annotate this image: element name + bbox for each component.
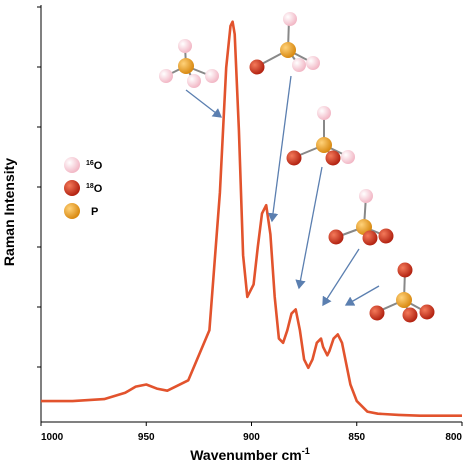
legend-label-o16: 16O [86, 160, 103, 172]
series-line [41, 20, 462, 417]
legend-label-p: P [91, 206, 98, 218]
x-tick-label: 800 [445, 432, 462, 443]
x-tick-label: 850 [348, 432, 365, 443]
y-ticks [37, 6, 41, 368]
molecule-3 [286, 106, 355, 166]
legend-label-o18: 18O [86, 183, 103, 195]
arrow-5 [344, 285, 380, 306]
legend-item-o18: 18O [64, 180, 103, 196]
legend-swatch-o18 [64, 180, 80, 196]
arrow-3 [295, 166, 323, 290]
y-axis-title: Raman Intensity [1, 158, 17, 266]
x-axis-title: Wavenumber cm-1 [190, 446, 310, 463]
legend-item-p: P [64, 203, 98, 219]
molecule-4 [328, 189, 394, 246]
molecule-illustrations [159, 12, 435, 323]
legend: 16O 18O P [64, 157, 103, 219]
legend-item-o16: 16O [64, 157, 103, 173]
x-tick-label: 1000 [41, 432, 64, 443]
arrow-1 [185, 89, 223, 118]
legend-swatch-o16 [64, 157, 80, 173]
arrow-4 [322, 248, 360, 307]
annotation-arrows [185, 75, 380, 307]
axes: 1000 950 900 850 800 [37, 5, 463, 443]
x-ticks [40, 422, 463, 426]
x-tick-label: 950 [138, 432, 155, 443]
x-tick-label: 900 [243, 432, 260, 443]
molecule-2 [249, 12, 320, 75]
molecule-5 [369, 262, 435, 323]
legend-swatch-p [64, 203, 80, 219]
x-tick-labels: 1000 950 900 850 800 [41, 432, 462, 443]
molecule-1 [159, 39, 219, 88]
arrow-2 [267, 75, 292, 223]
